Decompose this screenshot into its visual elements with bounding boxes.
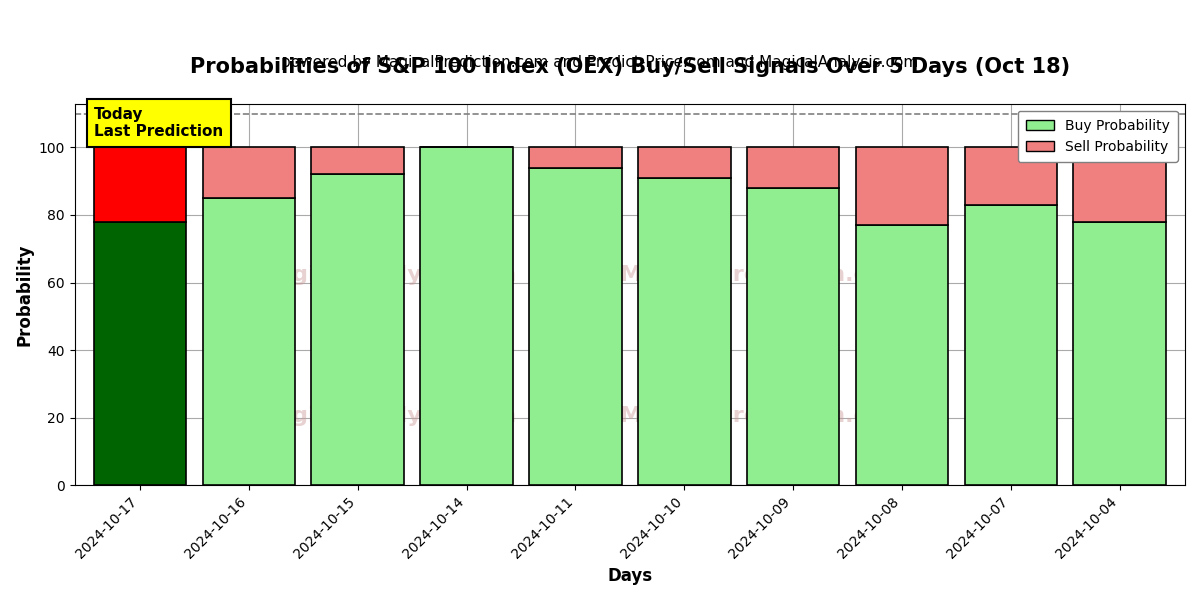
X-axis label: Days: Days xyxy=(607,567,653,585)
Text: MagicalAnalysis.com: MagicalAnalysis.com xyxy=(254,265,516,285)
Bar xyxy=(1074,148,1166,222)
Bar xyxy=(746,188,839,485)
Bar xyxy=(965,205,1057,485)
Bar xyxy=(420,148,512,485)
Bar xyxy=(312,148,404,175)
Bar xyxy=(529,148,622,168)
Legend: Buy Probability, Sell Probability: Buy Probability, Sell Probability xyxy=(1018,110,1178,162)
Bar xyxy=(203,148,295,198)
Title: Probabilities of S&P 100 Index (OEX) Buy/Sell Signals Over 5 Days (Oct 18): Probabilities of S&P 100 Index (OEX) Buy… xyxy=(190,57,1070,77)
Bar xyxy=(94,222,186,485)
Bar xyxy=(638,148,731,178)
Text: MagicalAnalysis.com: MagicalAnalysis.com xyxy=(254,406,516,427)
Y-axis label: Probability: Probability xyxy=(16,243,34,346)
Text: MagicalPrediction.com: MagicalPrediction.com xyxy=(620,265,906,285)
Text: powered by MagicalPrediction.com and Predict-Price.com and MagicalAnalysis.com: powered by MagicalPrediction.com and Pre… xyxy=(281,55,919,70)
Bar xyxy=(529,168,622,485)
Bar xyxy=(856,225,948,485)
Bar xyxy=(746,148,839,188)
Bar xyxy=(1074,222,1166,485)
Bar xyxy=(965,148,1057,205)
Bar xyxy=(638,178,731,485)
Text: MagicalPrediction.com: MagicalPrediction.com xyxy=(620,406,906,427)
Bar xyxy=(856,148,948,225)
Bar xyxy=(312,175,404,485)
Bar xyxy=(94,148,186,222)
Text: Today
Last Prediction: Today Last Prediction xyxy=(95,107,223,139)
Bar xyxy=(203,198,295,485)
